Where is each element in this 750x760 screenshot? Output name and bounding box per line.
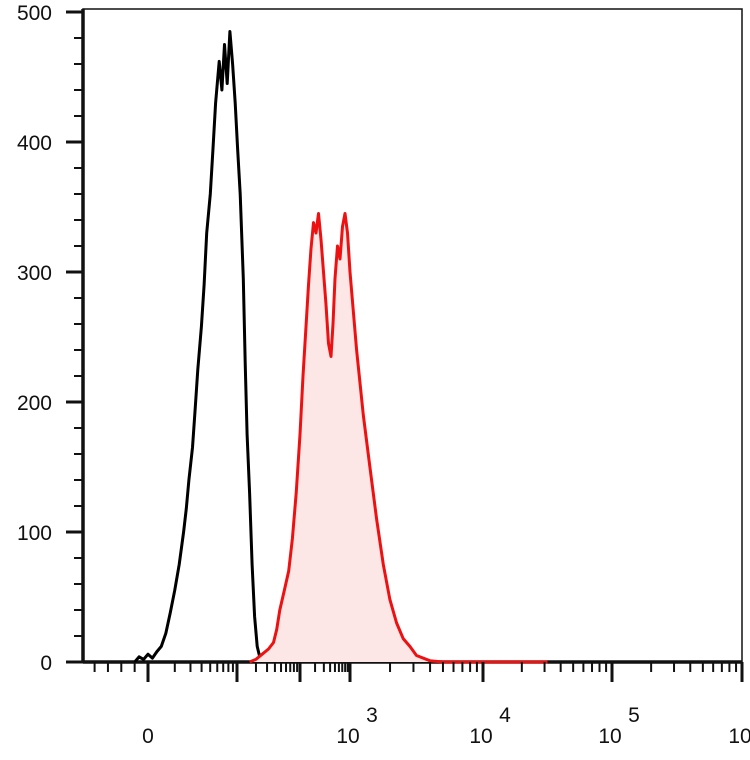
y-tick-label: 300 <box>17 262 52 285</box>
series-1-area <box>249 213 548 662</box>
x-tick-label-base: 10 <box>336 725 359 748</box>
x-tick-label-base: 10 <box>598 725 621 748</box>
x-axis-ticks: 0 10 3 10 4 10 5 106 <box>93 662 750 748</box>
y-tick-label: 400 <box>17 132 52 155</box>
y-tick-label: 100 <box>17 522 52 545</box>
y-tick-label: 0 <box>40 652 52 675</box>
x-tick-label-base: 10 <box>469 725 492 748</box>
series-1-line <box>249 212 548 664</box>
x-tick-label-exponent: 3 <box>366 704 378 727</box>
y-tick-label: 200 <box>17 392 52 415</box>
x-tick-label: 10 4 <box>469 704 511 748</box>
series-layer <box>133 30 548 664</box>
y-axis-ticks: 0 100 200 300 400 500 <box>17 2 83 675</box>
x-tick-label-base: 0 <box>142 725 154 748</box>
x-tick-label: 106 <box>728 725 750 748</box>
x-tick-label-base: 10 <box>728 725 750 748</box>
x-tick-label-exponent: 5 <box>628 704 640 727</box>
x-tick-label-exponent: 4 <box>499 704 511 727</box>
x-tick-label: 0 <box>142 725 154 748</box>
plot-frame <box>82 8 743 663</box>
y-tick-label: 500 <box>17 2 52 25</box>
series-0-line <box>133 30 264 663</box>
x-tick-label: 10 3 <box>336 704 378 748</box>
x-tick-label: 10 5 <box>598 704 640 748</box>
